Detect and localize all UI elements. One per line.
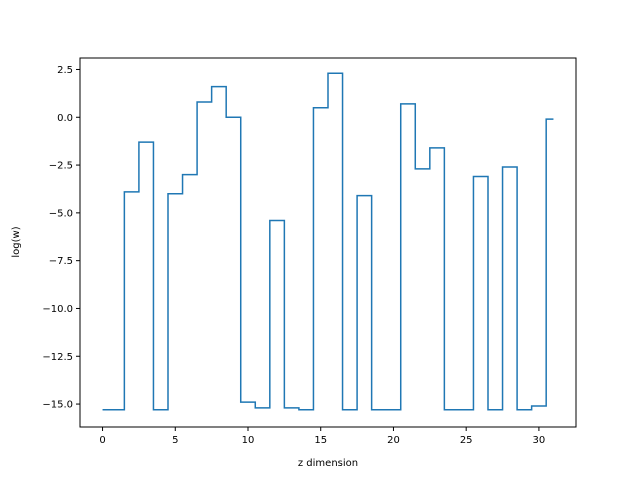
x-tick-label: 30 [533, 435, 546, 446]
x-tick-label: 0 [99, 435, 105, 446]
x-tick-label: 15 [314, 435, 327, 446]
y-tick-label: 0.0 [57, 113, 73, 124]
y-axis-ticks: 2.5 0.0 −2.5 −5.0 −7.5 −10.0 −12.5 −15.0 [42, 65, 80, 411]
x-tick-label: 25 [460, 435, 473, 446]
series-line-0 [102, 72, 554, 411]
x-tick-label: 20 [387, 435, 400, 446]
y-tick-label: −15.0 [42, 400, 73, 411]
y-tick-label: −7.5 [49, 256, 73, 267]
x-axis-label: z dimension [298, 458, 358, 469]
x-tick-label: 5 [172, 435, 178, 446]
y-tick-label: 2.5 [57, 65, 73, 76]
y-tick-label: −2.5 [49, 161, 73, 172]
y-tick-label: −5.0 [49, 208, 73, 219]
y-axis-label: log(w) [11, 226, 22, 257]
x-tick-label: 10 [242, 435, 255, 446]
axes-frame [79, 57, 577, 428]
x-axis-ticks: 0 5 10 15 20 25 30 [99, 427, 545, 446]
plot-area [102, 72, 554, 411]
y-tick-label: −10.0 [42, 304, 73, 315]
y-tick-label: −12.5 [42, 352, 73, 363]
